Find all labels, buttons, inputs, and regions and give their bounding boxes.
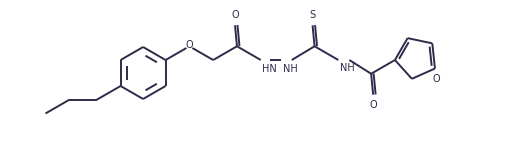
Text: NH: NH <box>283 64 298 74</box>
Text: NH: NH <box>340 63 355 72</box>
Text: O: O <box>432 74 440 84</box>
Text: O: O <box>186 40 193 50</box>
Text: S: S <box>309 10 316 20</box>
Text: O: O <box>369 100 377 110</box>
Text: HN: HN <box>262 64 277 74</box>
Text: O: O <box>231 10 239 20</box>
